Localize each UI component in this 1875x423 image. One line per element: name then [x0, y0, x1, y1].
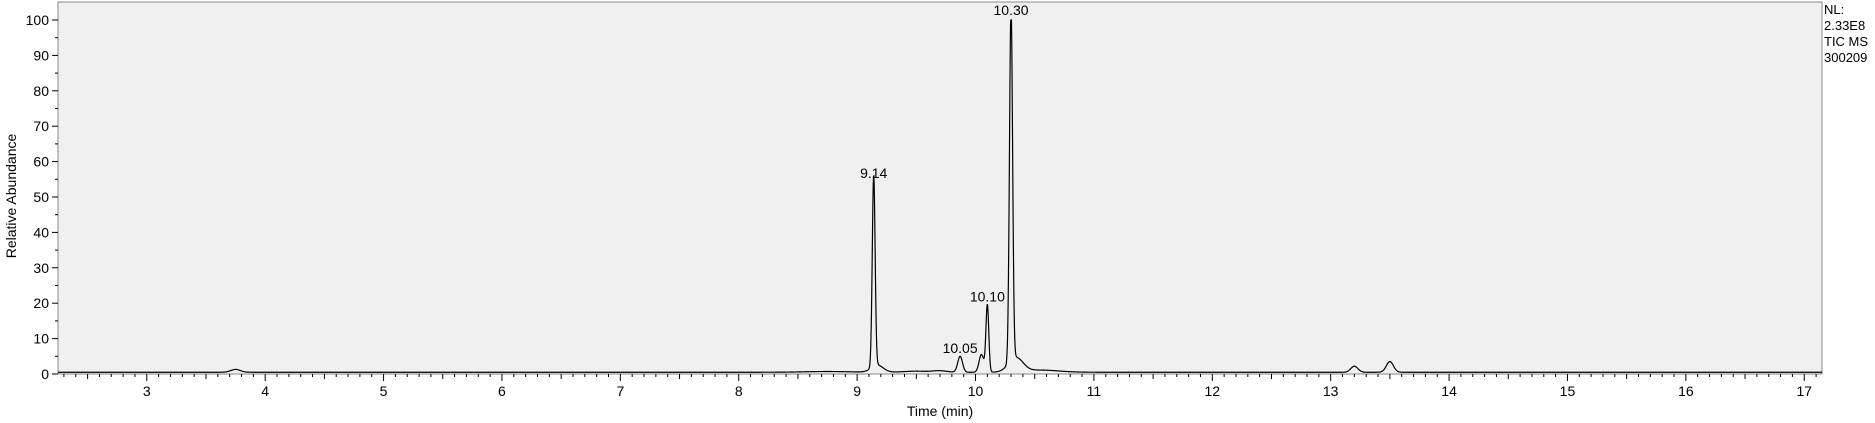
normalization-info: NL: 2.33E8 TIC MS 300209	[1824, 2, 1874, 66]
x-tick-label: 7	[616, 383, 624, 399]
peak-label: 10.05	[943, 340, 978, 356]
nl-label: NL:	[1824, 2, 1845, 17]
y-tick-label: 0	[41, 366, 49, 382]
y-axis: 0 10 20 30 40 50 60 70 80 90 100	[26, 12, 58, 382]
y-tick-label: 70	[33, 118, 49, 134]
x-tick-label: 14	[1441, 383, 1457, 399]
peak-labels: 9.14 10.05 10.10 10.30	[860, 2, 1029, 356]
x-axis-label: Time (min)	[907, 403, 973, 419]
x-tick-label: 3	[143, 383, 151, 399]
x-tick-label: 11	[1087, 383, 1102, 399]
x-axis: 3 4 5 6 7 8 9 10 11 12 13 14 15 16 17	[63, 374, 1817, 399]
peak-label: 10.10	[970, 289, 1005, 305]
x-tick-label: 9	[853, 383, 861, 399]
x-tick-label: 8	[735, 383, 743, 399]
x-tick-label: 6	[498, 383, 506, 399]
y-tick-label: 30	[33, 260, 49, 276]
tic-trace	[58, 19, 1822, 373]
y-tick-label: 90	[33, 47, 49, 63]
y-axis-label: Relative Abundance	[3, 134, 19, 259]
x-tick-label: 16	[1678, 383, 1694, 399]
x-tick-label: 5	[380, 383, 388, 399]
y-tick-label: 40	[33, 224, 49, 240]
x-tick-label: 15	[1560, 383, 1576, 399]
scan-filter: TIC MS	[1824, 34, 1869, 49]
peak-label: 10.30	[994, 2, 1029, 18]
x-tick-label: 13	[1323, 383, 1339, 399]
peak-label: 9.14	[860, 165, 887, 181]
x-tick-label: 17	[1796, 383, 1812, 399]
y-tick-label: 80	[33, 83, 49, 99]
x-tick-label: 10	[968, 383, 984, 399]
plot-area	[57, 1, 1823, 375]
x-tick-label: 4	[261, 383, 269, 399]
y-tick-label: 100	[26, 12, 50, 28]
nl-value: 2.33E8	[1824, 18, 1866, 33]
y-tick-label: 50	[33, 189, 49, 205]
sample-id: 300209	[1824, 50, 1868, 65]
x-tick-label: 12	[1205, 383, 1221, 399]
y-tick-label: 20	[33, 295, 49, 311]
y-tick-label: 10	[33, 331, 49, 347]
y-tick-label: 60	[33, 154, 49, 170]
